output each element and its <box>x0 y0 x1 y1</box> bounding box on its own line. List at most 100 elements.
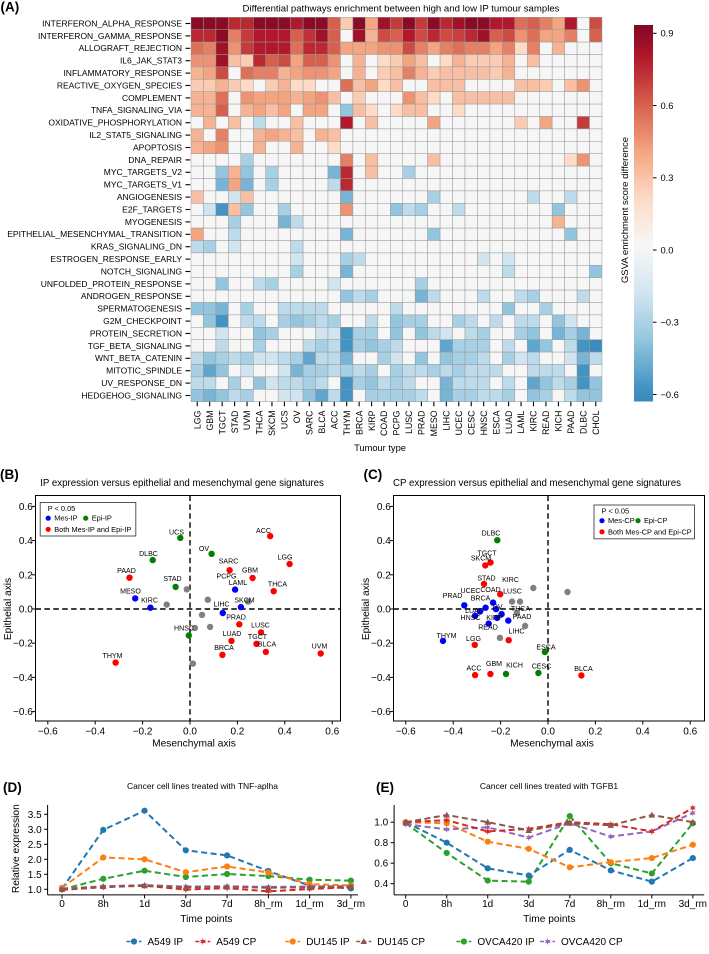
svg-text:HEDGEHOG_SIGNALING: HEDGEHOG_SIGNALING <box>81 390 182 400</box>
svg-text:INTERFERON_ALPHA_RESPONSE: INTERFERON_ALPHA_RESPONSE <box>42 18 182 28</box>
svg-text:0.9: 0.9 <box>661 29 674 39</box>
svg-text:TNFA_SIGNALING_VIA: TNFA_SIGNALING_VIA <box>91 105 182 115</box>
svg-text:Epi-CP: Epi-CP <box>644 516 667 525</box>
svg-text:NOTCH_SIGNALING: NOTCH_SIGNALING <box>101 266 182 276</box>
svg-text:0.0: 0.0 <box>377 605 391 616</box>
svg-text:3d_rm: 3d_rm <box>337 899 365 910</box>
svg-text:OVCA420 IP: OVCA420 IP <box>477 937 535 948</box>
svg-text:3d_rm: 3d_rm <box>679 899 707 910</box>
svg-text:UNFOLDED_PROTEIN_RESPONSE: UNFOLDED_PROTEIN_RESPONSE <box>41 279 183 289</box>
svg-text:LIHC: LIHC <box>508 629 524 636</box>
svg-text:CP expression versus epithelia: CP expression versus epithelial and mese… <box>393 478 681 489</box>
svg-text:Mes-IP: Mes-IP <box>54 514 77 523</box>
svg-text:A549 CP: A549 CP <box>216 937 256 948</box>
svg-text:2.0: 2.0 <box>28 855 42 866</box>
svg-text:STAD: STAD <box>477 576 495 583</box>
svg-text:UCS: UCS <box>169 530 184 537</box>
svg-text:MYC_TARGETS_V2: MYC_TARGETS_V2 <box>104 167 183 177</box>
svg-text:STAD: STAD <box>230 410 240 433</box>
svg-text:UCEC: UCEC <box>461 588 481 595</box>
svg-text:KIRC: KIRC <box>141 598 158 605</box>
svg-text:LUAD: LUAD <box>504 410 514 433</box>
svg-text:DLBC: DLBC <box>482 531 501 538</box>
svg-text:Mes-CP: Mes-CP <box>608 516 635 525</box>
svg-text:SKCM: SKCM <box>267 410 277 435</box>
svg-text:3.0: 3.0 <box>28 825 42 836</box>
svg-text:1d: 1d <box>139 899 150 910</box>
svg-text:HNSC: HNSC <box>479 410 489 436</box>
svg-text:Tumour type: Tumour type <box>354 443 406 453</box>
svg-text:LGG: LGG <box>278 555 293 562</box>
svg-text:3d: 3d <box>180 899 191 910</box>
svg-text:−0.2: −0.2 <box>133 726 153 737</box>
svg-text:DLBC: DLBC <box>139 551 158 558</box>
svg-text:−0.4: −0.4 <box>443 726 463 737</box>
svg-text:KRAS_SIGNALING_DN: KRAS_SIGNALING_DN <box>91 242 182 252</box>
svg-text:OV: OV <box>199 546 209 553</box>
svg-text:PRAD: PRAD <box>226 615 246 622</box>
svg-text:PCPG: PCPG <box>392 410 402 435</box>
svg-text:CHOL: CHOL <box>591 410 601 435</box>
svg-text:Cancer cell lines treated with: Cancer cell lines treated with TGFB1 <box>480 781 619 791</box>
svg-text:ESCA: ESCA <box>536 645 555 652</box>
svg-text:ACC: ACC <box>329 410 339 429</box>
svg-text:KICH: KICH <box>554 411 564 432</box>
svg-text:−0.4: −0.4 <box>85 726 105 737</box>
svg-text:8h: 8h <box>441 899 452 910</box>
svg-text:8h_rm: 8h_rm <box>597 899 625 910</box>
svg-text:G2M_CHECKPOINT: G2M_CHECKPOINT <box>103 316 182 326</box>
svg-text:1.0: 1.0 <box>374 818 388 829</box>
svg-text:−0.6: −0.6 <box>13 707 33 718</box>
svg-text:TGF_BETA_SIGNALING: TGF_BETA_SIGNALING <box>88 341 182 351</box>
svg-text:Relative expression: Relative expression <box>11 804 22 893</box>
svg-text:LIHC: LIHC <box>213 602 229 609</box>
svg-text:THYM: THYM <box>437 633 457 640</box>
svg-text:0.4: 0.4 <box>636 726 650 737</box>
svg-text:PAAD: PAAD <box>513 614 532 621</box>
svg-text:IL2_STAT5_SIGNALING: IL2_STAT5_SIGNALING <box>89 130 182 140</box>
svg-text:LUAD: LUAD <box>223 631 242 638</box>
svg-text:ESTROGEN_RESPONSE_EARLY: ESTROGEN_RESPONSE_EARLY <box>50 254 182 264</box>
svg-text:HNSC: HNSC <box>174 626 194 633</box>
svg-text:−0.6: −0.6 <box>38 726 58 737</box>
svg-text:3.5: 3.5 <box>28 810 42 821</box>
svg-text:DLBC: DLBC <box>579 410 589 434</box>
svg-text:COMPLEMENT: COMPLEMENT <box>122 93 182 103</box>
svg-text:Time points: Time points <box>523 914 575 925</box>
svg-text:0.4: 0.4 <box>19 536 33 547</box>
svg-text:ESCA: ESCA <box>491 410 501 434</box>
svg-text:1.5: 1.5 <box>28 870 42 881</box>
svg-text:LUSC: LUSC <box>404 410 414 434</box>
svg-text:P < 0.05: P < 0.05 <box>48 504 76 513</box>
svg-text:UV_RESPONSE_DN: UV_RESPONSE_DN <box>101 378 182 388</box>
svg-text:A549 IP: A549 IP <box>148 937 184 948</box>
svg-text:LUAD: LUAD <box>465 608 484 615</box>
svg-text:0: 0 <box>59 899 65 910</box>
svg-text:BLCA: BLCA <box>317 410 327 433</box>
svg-text:INTERFERON_GAMMA_RESPONSE: INTERFERON_GAMMA_RESPONSE <box>38 31 182 41</box>
svg-text:Time points: Time points <box>180 914 232 925</box>
svg-text:7d: 7d <box>222 899 233 910</box>
svg-text:LIHC: LIHC <box>442 410 452 431</box>
svg-text:GSVA enrichment score differen: GSVA enrichment score difference <box>620 137 631 283</box>
svg-text:KICH: KICH <box>506 663 523 670</box>
svg-text:TGCT: TGCT <box>477 551 497 558</box>
svg-text:THCA: THCA <box>511 606 530 613</box>
svg-text:MYOGENESIS: MYOGENESIS <box>125 217 182 227</box>
svg-text:BLCA: BLCA <box>574 666 593 673</box>
svg-text:−0.4: −0.4 <box>371 673 391 684</box>
svg-text:ANDROGEN_RESPONSE: ANDROGEN_RESPONSE <box>81 291 182 301</box>
svg-text:Mesenchymal axis: Mesenchymal axis <box>510 739 594 750</box>
svg-text:LAML: LAML <box>516 410 526 433</box>
svg-text:SARC: SARC <box>305 410 315 435</box>
svg-text:DU145 IP: DU145 IP <box>306 937 350 948</box>
svg-text:STAD: STAD <box>163 576 181 583</box>
svg-text:0.6: 0.6 <box>374 859 388 870</box>
svg-text:SARC: SARC <box>219 559 239 566</box>
svg-text:1d_rm: 1d_rm <box>638 899 666 910</box>
svg-text:−0.6: −0.6 <box>396 726 416 737</box>
svg-text:Epi-IP: Epi-IP <box>92 514 112 523</box>
svg-text:PRAD: PRAD <box>417 411 427 435</box>
svg-text:UVM: UVM <box>242 411 252 431</box>
svg-text:LUSC: LUSC <box>251 623 270 630</box>
